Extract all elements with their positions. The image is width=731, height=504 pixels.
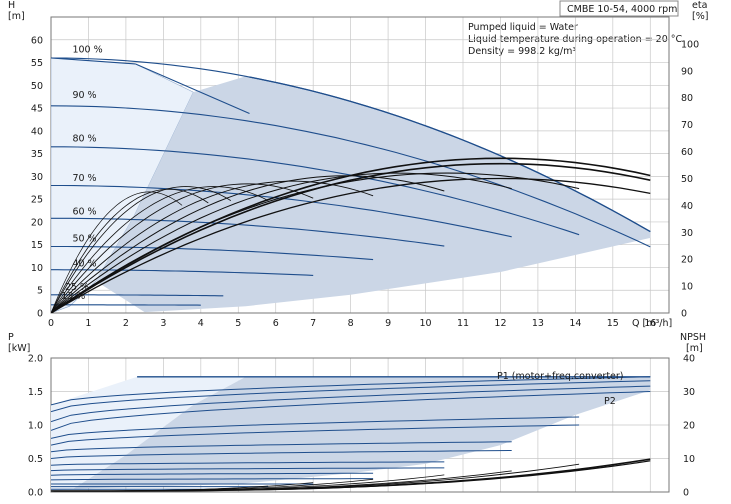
p-tick-label: 2.0 [28,354,43,365]
x-tick-label: 12 [494,318,506,329]
info-line: Pumped liquid = Water [468,22,578,33]
x-tick-label: 0 [48,318,54,329]
series-label-p1: P1 (motor+freq.converter) [497,371,624,382]
x-tick-label: 3 [160,318,166,329]
eta-tick-label: 100 [681,39,699,50]
eta-tick-label: 80 [681,93,693,104]
speed-label: 70 % [72,173,96,184]
x-tick-label: 6 [273,318,279,329]
speed-label: 80 % [72,134,96,145]
x-tick-label: 5 [235,318,241,329]
x-tick-label: 15 [607,318,619,329]
y-tick-label: 35 [31,149,43,160]
info-line: Density = 998.2 kg/m³ [468,46,576,57]
eta-tick-label: 40 [681,201,693,212]
speed-label: 50 % [72,234,96,245]
y-tick-label: 60 [31,35,43,46]
p-tick-label: 1.0 [28,421,43,432]
x-tick-label: 13 [532,318,544,329]
speed-label: 40 % [72,259,96,270]
y-axis-label-npsh: NPSH [680,332,706,343]
y-axis-unit-p: [kW] [8,343,30,354]
y-axis-unit-npsh: [m] [686,343,703,354]
x-tick-label: 10 [419,318,431,329]
speed-label: 90 % [72,90,96,101]
y-tick-label: 45 [31,104,43,115]
series-label-p2: P2 [604,396,616,407]
eta-tick-label: 20 [681,255,693,266]
eta-tick-label: 70 [681,120,693,131]
npsh-tick-label: 30 [683,387,695,398]
y-tick-label: 30 [31,172,43,183]
y-axis-unit-eta: [%] [692,11,708,22]
y-tick-label: 0 [37,309,43,320]
y-axis-label-eta: eta [692,0,707,11]
x-tick-label: 11 [457,318,469,329]
y-axis-label-p: P [8,332,14,343]
p-tick-label: 0.0 [28,488,43,499]
x-tick-label: 1 [85,318,91,329]
speed-label: 60 % [72,206,96,217]
eta-tick-label: 90 [681,66,693,77]
eta-tick-label: 60 [681,147,693,158]
y-tick-label: 20 [31,217,43,228]
npsh-tick-label: 0 [683,488,689,499]
npsh-tick-label: 10 [683,454,695,465]
speed-label: 13 % [61,291,85,302]
speed-label: 100 % [72,45,102,56]
y-tick-label: 50 [31,81,43,92]
x-tick-label: 14 [569,318,581,329]
y-tick-label: 40 [31,126,43,137]
p-tick-label: 1.5 [28,387,43,398]
p-tick-label: 0.5 [28,454,43,465]
eta-tick-label: 0 [681,309,687,320]
x-tick-label: 7 [310,318,316,329]
y-tick-label: 5 [37,286,43,297]
y-axis-unit-h: [m] [8,11,25,22]
y-tick-label: 15 [31,240,43,251]
x-tick-label: 16 [644,318,656,329]
chart-title: CMBE 10-54, 4000 rpm [567,4,677,15]
x-tick-label: 2 [123,318,129,329]
title-box: CMBE 10-54, 4000 rpm [560,1,678,16]
y-tick-label: 25 [31,195,43,206]
x-tick-label: 4 [198,318,204,329]
npsh-tick-label: 20 [683,421,695,432]
y-tick-label: 10 [31,263,43,274]
y-tick-label: 55 [31,58,43,69]
x-tick-label: 8 [348,318,354,329]
x-tick-label: 9 [385,318,391,329]
eta-tick-label: 50 [681,174,693,185]
eta-tick-label: 10 [681,282,693,293]
y-axis-label-h: H [8,0,15,11]
eta-tick-label: 30 [681,228,693,239]
npsh-tick-label: 40 [683,354,695,365]
